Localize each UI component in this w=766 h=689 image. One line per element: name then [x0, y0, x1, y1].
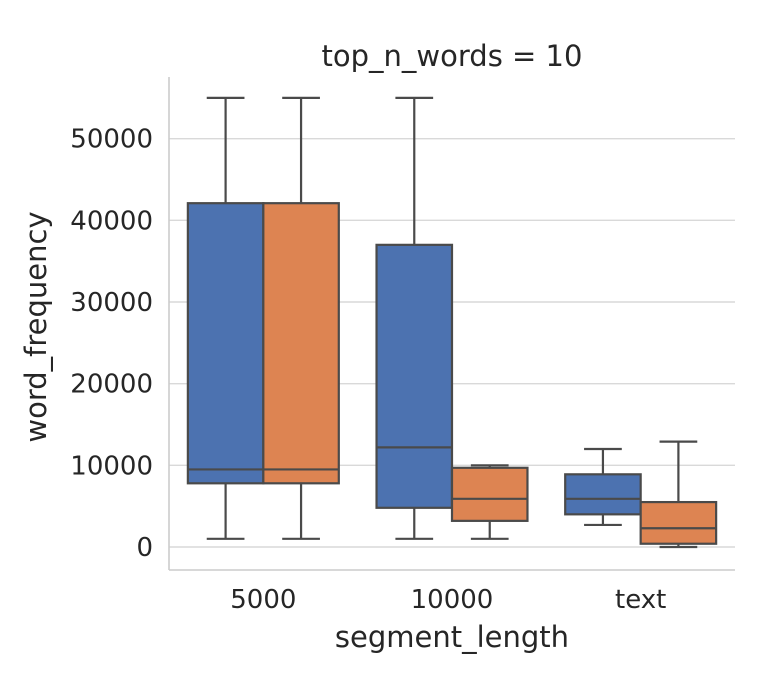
- box-iqr: [564, 473, 642, 516]
- box-text-series-1: [564, 447, 642, 527]
- y-tick-label: 10000: [70, 451, 153, 481]
- x-tick-labels: 5000 10000 text: [230, 585, 666, 615]
- box-iqr: [639, 500, 718, 545]
- box-text-series-2: [639, 440, 718, 549]
- x-axis-label: segment_length: [335, 620, 569, 654]
- box-iqr: [262, 202, 340, 485]
- y-axis-label: word_frequency: [19, 211, 53, 442]
- axes: [168, 77, 735, 571]
- box-iqr: [186, 202, 265, 485]
- box-iqr: [375, 243, 454, 509]
- y-tick-labels: 0 10000 20000 30000 40000 50000: [70, 125, 153, 563]
- box-iqr: [450, 466, 529, 522]
- x-tick-label: 5000: [230, 585, 296, 615]
- y-tick-label: 0: [136, 533, 153, 563]
- y-tick-label: 20000: [70, 370, 153, 400]
- box-10000-series-2: [450, 464, 529, 540]
- box-10000-series-1: [375, 96, 454, 540]
- y-tick-label: 40000: [70, 206, 153, 236]
- chart-title: top_n_words = 10: [322, 39, 583, 73]
- x-tick-label: 10000: [411, 585, 494, 615]
- box-5000-series-1: [186, 96, 265, 540]
- box-groups: [186, 96, 718, 549]
- box-5000-series-2: [262, 96, 340, 540]
- y-tick-label: 50000: [70, 125, 153, 155]
- x-tick-label: text: [615, 585, 666, 615]
- y-tick-label: 30000: [70, 288, 153, 318]
